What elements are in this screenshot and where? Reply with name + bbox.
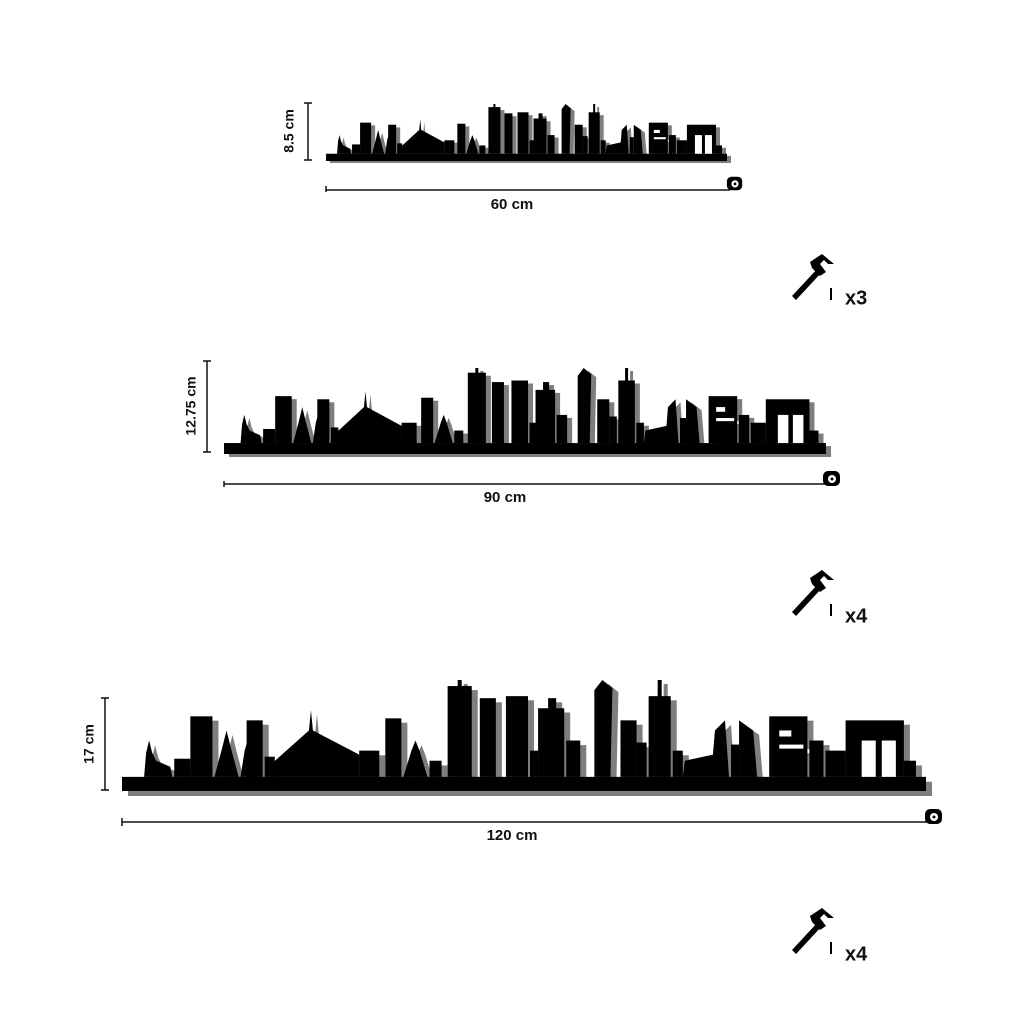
nail-count: x4 bbox=[845, 605, 868, 627]
width-label: 120 cm bbox=[487, 827, 538, 844]
nail-count: x3 bbox=[845, 287, 867, 309]
size-option: 17 cm 120 cm x4 bbox=[81, 680, 942, 965]
nail-count: x4 bbox=[845, 943, 868, 965]
skyline bbox=[224, 368, 826, 454]
width-line bbox=[121, 818, 928, 826]
nail-icon bbox=[792, 908, 834, 954]
height-label: 12.75 cm bbox=[183, 376, 199, 435]
height-bracket bbox=[203, 360, 211, 453]
width-line bbox=[223, 481, 826, 487]
skyline bbox=[122, 680, 926, 791]
size-option: 12.75 cm 90 cm x4 bbox=[183, 360, 868, 627]
tape-icon bbox=[726, 176, 743, 191]
tape-icon bbox=[823, 471, 840, 486]
height-bracket bbox=[304, 102, 312, 161]
width-label: 60 cm bbox=[491, 196, 534, 213]
nail-icon bbox=[792, 570, 834, 616]
size-option: 8.5 cm 60 cm x3 bbox=[281, 102, 867, 309]
width-line bbox=[325, 186, 730, 192]
height-label: 17 cm bbox=[81, 724, 97, 764]
height-label: 8.5 cm bbox=[281, 109, 297, 153]
skyline bbox=[326, 104, 727, 161]
width-label: 90 cm bbox=[484, 489, 527, 506]
tape-icon bbox=[925, 809, 942, 824]
nail-icon bbox=[792, 254, 834, 300]
height-bracket bbox=[101, 697, 109, 791]
